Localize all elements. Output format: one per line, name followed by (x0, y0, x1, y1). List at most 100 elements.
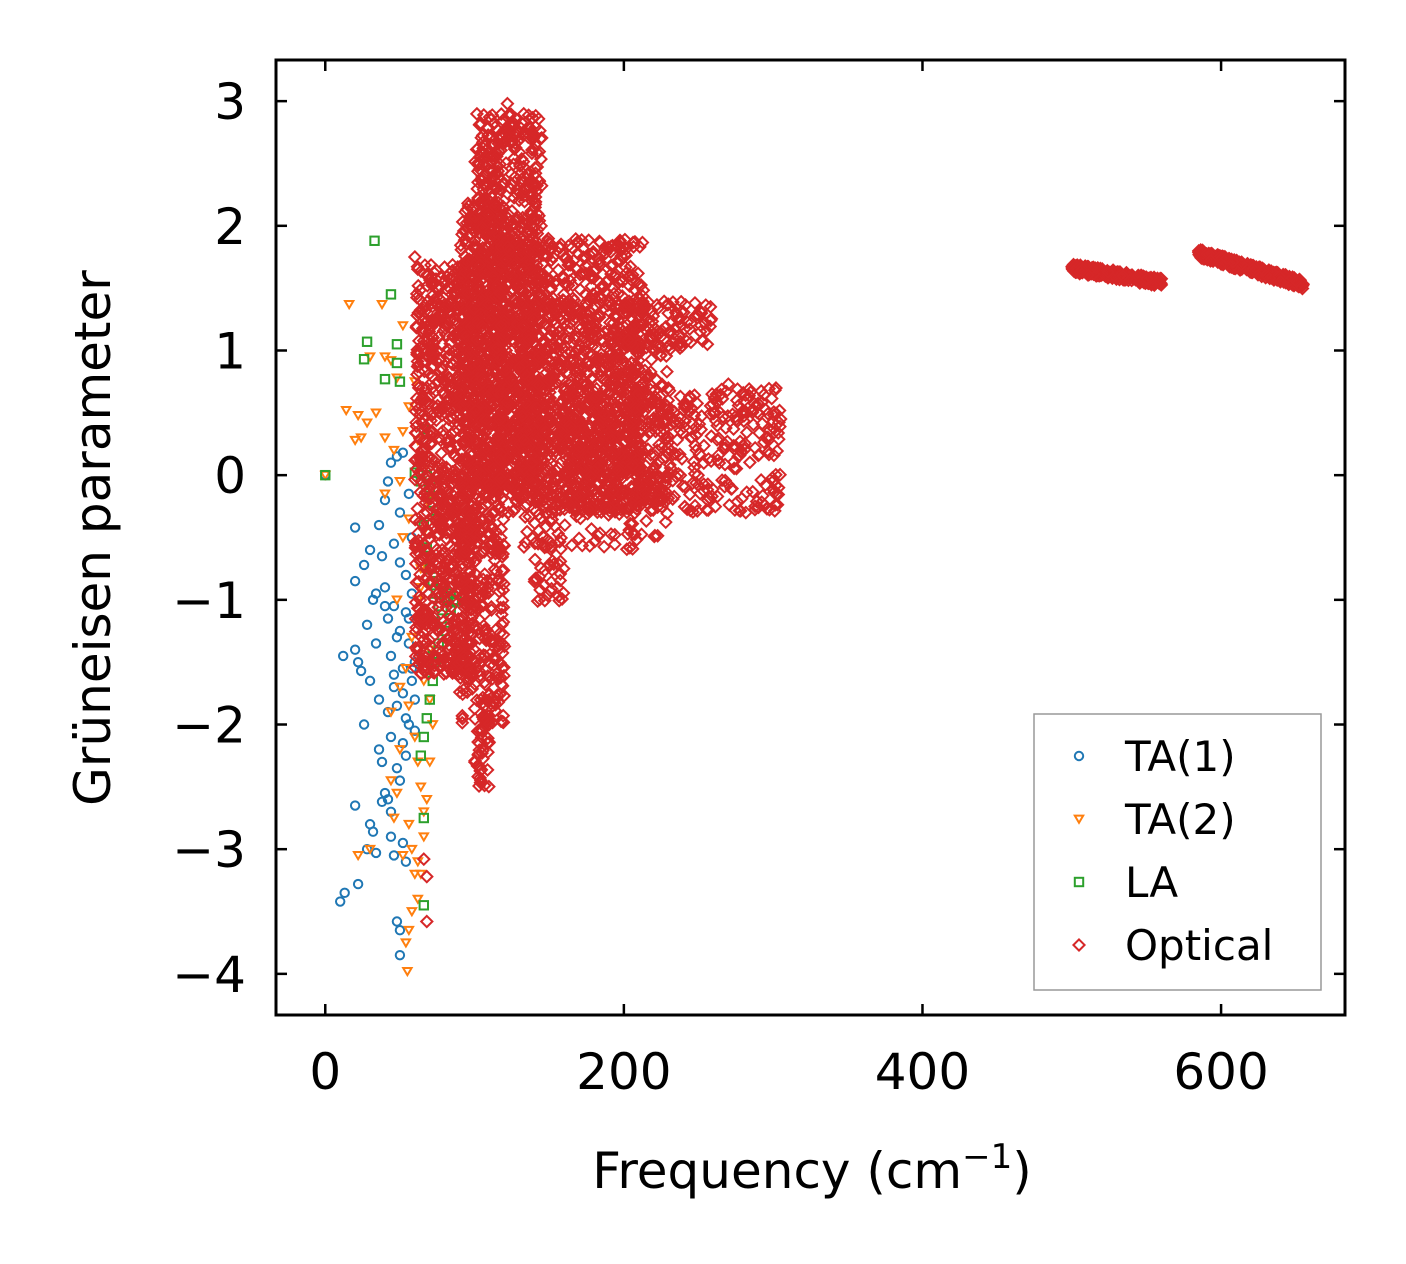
data-point-optical (745, 484, 760, 499)
data-point-optical (643, 424, 658, 439)
data-point-optical (710, 489, 725, 504)
data-point-optical (412, 514, 427, 529)
data-point-optical (464, 636, 479, 651)
data-point-optical (465, 550, 480, 565)
data-point-optical (425, 288, 440, 303)
data-point-optical (437, 301, 452, 316)
data-point-optical (482, 687, 497, 702)
data-point-optical (646, 309, 661, 324)
data-point-optical (459, 516, 474, 531)
data-point-optical (476, 108, 491, 123)
data-point-optical (415, 625, 430, 640)
data-point-optical (474, 746, 490, 761)
data-point-optical (540, 398, 555, 413)
data-point-optical (671, 338, 686, 353)
data-point-ta-1- (385, 650, 397, 662)
data-point-optical (553, 299, 568, 314)
data-point-optical (592, 234, 607, 249)
data-point-ta-2- (402, 925, 415, 936)
data-point-optical (430, 281, 445, 296)
data-point-optical (495, 327, 510, 342)
data-point-optical (484, 599, 499, 614)
data-point-optical (454, 279, 469, 294)
data-point-optical (570, 424, 585, 439)
data-point-optical (469, 491, 484, 506)
data-point-ta-1- (379, 582, 391, 593)
data-point-optical (494, 107, 509, 122)
data-point-optical (611, 463, 626, 478)
data-point-optical (578, 431, 593, 446)
data-point-optical (495, 422, 510, 437)
data-point-optical (621, 332, 636, 347)
data-point-optical (460, 685, 475, 700)
data-point-ta-1- (370, 588, 382, 599)
data-point-optical (456, 499, 471, 514)
data-point-optical (435, 653, 450, 668)
data-point-optical (650, 528, 665, 543)
data-point-optical (488, 524, 503, 539)
data-point-ta-1- (370, 638, 382, 649)
data-point-optical (733, 503, 748, 518)
data-point-optical (675, 479, 690, 494)
data-point-optical (658, 515, 673, 530)
data-point-la (418, 731, 430, 743)
data-point-optical (588, 309, 603, 324)
data-point-la (385, 289, 397, 300)
data-point-optical (671, 328, 686, 343)
data-point-optical (578, 337, 593, 352)
data-point-optical (767, 503, 782, 518)
data-point-optical (766, 448, 781, 463)
data-point-optical (676, 305, 691, 320)
data-point-optical (524, 476, 540, 491)
data-point-optical (415, 416, 430, 431)
data-point-optical (430, 511, 445, 526)
data-point-ta-1- (349, 800, 361, 811)
data-point-optical (518, 509, 533, 524)
data-point-optical (596, 428, 611, 443)
data-point-ta-2- (420, 794, 433, 806)
data-point-optical (469, 332, 484, 347)
data-point-optical (604, 527, 619, 542)
data-point-optical (471, 158, 486, 173)
data-point-ta-2- (411, 757, 424, 768)
data-point-optical (439, 532, 454, 547)
data-point-optical (764, 391, 779, 406)
data-point-optical (742, 382, 757, 397)
data-point-optical (539, 293, 554, 308)
data-point-optical (521, 130, 536, 145)
data-point-optical (624, 496, 639, 511)
data-point-optical (493, 687, 508, 702)
data-point-optical (442, 559, 457, 574)
data-point-optical (572, 439, 587, 454)
data-point-optical (486, 396, 501, 411)
data-point-optical (461, 594, 476, 609)
data-point-optical (473, 692, 488, 707)
data-point-optical (500, 387, 515, 402)
data-point-optical (666, 447, 681, 462)
data-point-optical (495, 593, 510, 608)
data-point-la (418, 812, 430, 824)
data-point-optical (772, 403, 787, 418)
data-point-optical (456, 650, 471, 665)
data-point-optical (439, 525, 454, 540)
data-point-optical (471, 758, 486, 773)
data-point-optical (662, 383, 677, 398)
data-point-ta-2- (423, 757, 436, 768)
data-point-optical (563, 257, 578, 272)
data-point-optical (411, 278, 426, 293)
data-point-optical (650, 443, 665, 458)
data-point-ta-2- (417, 807, 430, 818)
data-point-optical (613, 241, 628, 256)
data-point-optical (453, 238, 468, 253)
data-point-ta-1- (400, 607, 412, 618)
data-point-optical (426, 590, 441, 605)
data-point-optical (440, 508, 455, 523)
data-point-la (394, 376, 406, 387)
data-point-optical (568, 392, 583, 407)
data-point-optical (470, 283, 485, 298)
data-point-optical (471, 192, 486, 207)
data-point-optical (531, 350, 546, 365)
data-point-optical (635, 444, 650, 459)
data-point-optical (636, 317, 651, 332)
